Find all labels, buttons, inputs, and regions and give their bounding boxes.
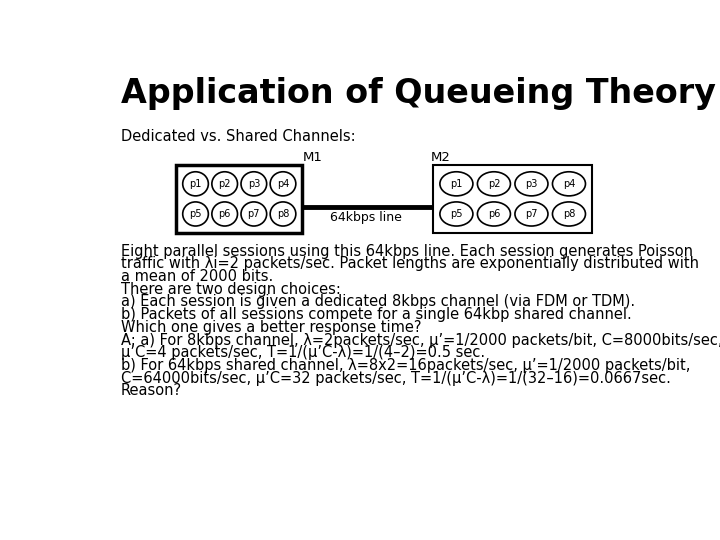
- Ellipse shape: [477, 202, 510, 226]
- Text: p2: p2: [218, 179, 231, 189]
- Text: p2: p2: [487, 179, 500, 189]
- Text: p3: p3: [248, 179, 260, 189]
- Text: p7: p7: [248, 209, 260, 219]
- Ellipse shape: [440, 172, 473, 196]
- Text: p6: p6: [487, 209, 500, 219]
- Text: p4: p4: [563, 179, 575, 189]
- FancyBboxPatch shape: [433, 165, 592, 233]
- Text: M1: M1: [303, 151, 323, 164]
- Text: p5: p5: [450, 209, 463, 219]
- Text: C=64000bits/sec, μ’C=32 packets/sec, T=1/(μ’C-λ)=1/(32–16)=0.0667sec.: C=64000bits/sec, μ’C=32 packets/sec, T=1…: [121, 370, 670, 386]
- Text: a mean of 2000 bits.: a mean of 2000 bits.: [121, 269, 273, 284]
- Text: traffic with λi=2 packets/sec. Packet lengths are exponentially distributed with: traffic with λi=2 packets/sec. Packet le…: [121, 256, 698, 271]
- Ellipse shape: [477, 172, 510, 196]
- Text: b) For 64kbps shared channel, λ=8x2=16packets/sec, μ’=1/2000 packets/bit,: b) For 64kbps shared channel, λ=8x2=16pa…: [121, 358, 690, 373]
- Ellipse shape: [241, 172, 266, 196]
- Text: p7: p7: [525, 209, 538, 219]
- Text: p8: p8: [563, 209, 575, 219]
- Text: A: a) For 8kbps channel, λ=2packets/sec, μ’=1/2000 packets/bit, C=8000bits/sec,: A: a) For 8kbps channel, λ=2packets/sec,…: [121, 333, 720, 348]
- Text: p3: p3: [526, 179, 538, 189]
- Text: Eight parallel sessions using this 64kbps line. Each session generates Poisson: Eight parallel sessions using this 64kbp…: [121, 244, 693, 259]
- Text: Reason?: Reason?: [121, 383, 182, 399]
- Text: p1: p1: [450, 179, 462, 189]
- Ellipse shape: [515, 172, 548, 196]
- Ellipse shape: [241, 202, 266, 226]
- Text: b) Packets of all sessions compete for a single 64kbp shared channel.: b) Packets of all sessions compete for a…: [121, 307, 631, 322]
- Text: p6: p6: [218, 209, 231, 219]
- Text: p4: p4: [276, 179, 289, 189]
- Ellipse shape: [212, 172, 238, 196]
- Ellipse shape: [515, 202, 548, 226]
- Text: p8: p8: [276, 209, 289, 219]
- Ellipse shape: [552, 202, 585, 226]
- Text: p1: p1: [189, 179, 202, 189]
- FancyBboxPatch shape: [176, 165, 302, 233]
- Text: M2: M2: [431, 151, 450, 164]
- Text: p5: p5: [189, 209, 202, 219]
- Text: μ’C=4 packets/sec, T=1/(μ’C-λ)=1/(4–2)=0.5 sec.: μ’C=4 packets/sec, T=1/(μ’C-λ)=1/(4–2)=0…: [121, 345, 485, 360]
- Text: Which one gives a better response time?: Which one gives a better response time?: [121, 320, 421, 335]
- Text: a) Each session is given a dedicated 8kbps channel (via FDM or TDM).: a) Each session is given a dedicated 8kb…: [121, 294, 635, 309]
- Ellipse shape: [552, 172, 585, 196]
- Ellipse shape: [183, 202, 208, 226]
- Ellipse shape: [183, 172, 208, 196]
- Ellipse shape: [270, 172, 296, 196]
- Ellipse shape: [270, 202, 296, 226]
- Text: There are two design choices:: There are two design choices:: [121, 282, 341, 296]
- Text: 64kbps line: 64kbps line: [330, 211, 402, 224]
- Text: Application of Queueing Theory: Application of Queueing Theory: [121, 77, 716, 110]
- Text: Dedicated vs. Shared Channels:: Dedicated vs. Shared Channels:: [121, 129, 355, 144]
- Ellipse shape: [212, 202, 238, 226]
- Ellipse shape: [440, 202, 473, 226]
